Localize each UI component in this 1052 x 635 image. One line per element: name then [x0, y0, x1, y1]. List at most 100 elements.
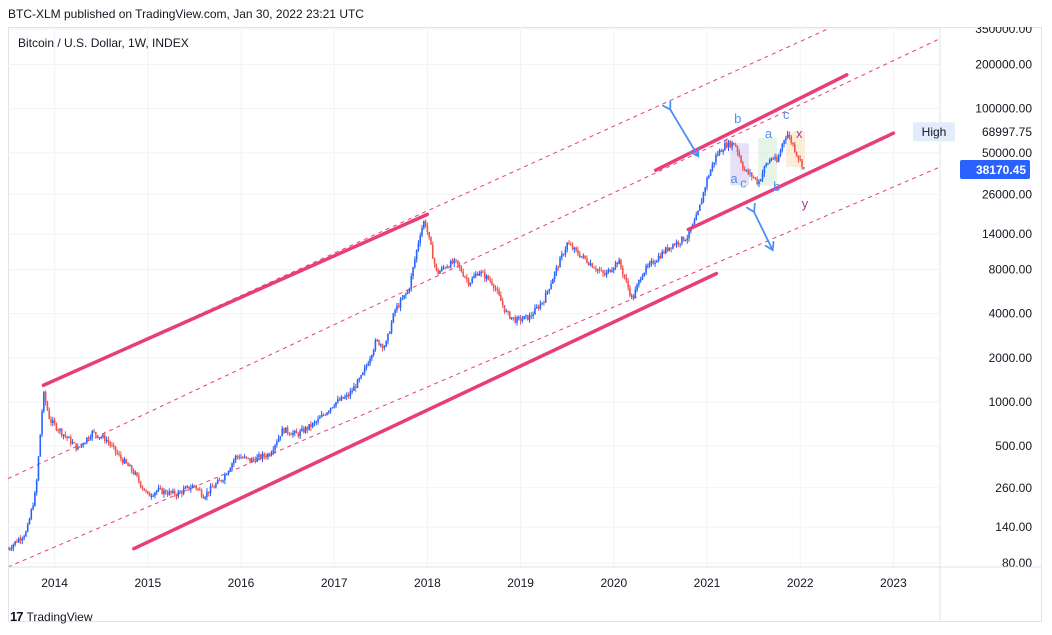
candle-body — [164, 490, 167, 494]
candle-body — [462, 272, 465, 277]
candle-body — [267, 454, 269, 458]
candle-body — [661, 251, 663, 259]
candle-body — [229, 468, 232, 471]
candle-body — [324, 414, 327, 416]
candle-body — [575, 247, 577, 251]
candle-body — [749, 172, 751, 174]
candle-body — [80, 444, 83, 447]
candle-body — [272, 449, 275, 453]
candle-body — [707, 175, 710, 178]
candle-body — [249, 458, 251, 462]
candle-body — [14, 541, 16, 545]
y-tick-label: 50000.00 — [982, 146, 1032, 160]
y-tick-label: 260.00 — [995, 481, 1032, 495]
candle-body — [148, 493, 151, 497]
candle-body — [682, 236, 685, 241]
candle-body — [759, 179, 762, 182]
candle-body — [457, 260, 459, 265]
candle-body — [713, 162, 715, 165]
candle-body — [154, 492, 156, 496]
candle-body — [34, 492, 36, 506]
candle-body — [500, 295, 502, 301]
candle-body — [568, 242, 570, 245]
candle-body — [613, 268, 615, 271]
candle-body — [794, 144, 796, 152]
candle-body — [39, 434, 42, 457]
candle-body — [369, 358, 371, 364]
candle-body — [179, 491, 181, 493]
candle-body — [388, 332, 391, 334]
candle-body — [492, 284, 495, 289]
candle-body — [559, 257, 561, 268]
candle-body — [569, 244, 572, 246]
candle-body — [578, 254, 581, 258]
candle-body — [727, 141, 730, 148]
candle-body — [747, 169, 750, 174]
last-price-label: 38170.45 — [976, 163, 1026, 177]
candle-body — [64, 434, 67, 437]
candle-body — [489, 279, 491, 282]
candle-body — [679, 243, 681, 245]
candle-body — [552, 279, 554, 284]
x-tick-label: 2023 — [880, 576, 907, 590]
candle-body — [600, 270, 603, 272]
candle-body — [709, 170, 712, 176]
candle-body — [396, 305, 398, 310]
candle-body — [177, 491, 180, 497]
candle-body — [550, 283, 552, 290]
candle-body — [347, 394, 350, 397]
candle-body — [700, 201, 703, 205]
candle-body — [474, 273, 477, 277]
x-tick-label: 2022 — [787, 576, 814, 590]
wave-label: a — [765, 126, 773, 141]
candle-body — [73, 442, 76, 444]
candle-body — [87, 437, 90, 439]
candle-body — [664, 247, 667, 254]
candle-body — [752, 176, 755, 178]
y-tick-label: 26000.00 — [982, 187, 1032, 201]
candle-body — [448, 266, 450, 268]
y-tick-label: 4000.00 — [989, 307, 1033, 321]
footer-brand[interactable]: 17 TradingView — [10, 609, 93, 624]
candle-body — [648, 262, 651, 266]
candle-body — [170, 491, 172, 493]
candle-body — [254, 459, 257, 462]
candle-body — [725, 143, 728, 148]
candle-body — [763, 166, 766, 174]
candle-body — [767, 163, 769, 165]
candle-body — [241, 457, 244, 459]
candle-body — [349, 391, 352, 397]
candle-body — [317, 418, 319, 422]
candle-body — [207, 491, 210, 494]
candle-body — [718, 150, 721, 155]
candle-body — [471, 278, 474, 284]
candle-body — [274, 445, 276, 450]
candle-body — [270, 452, 273, 456]
candle-body — [699, 204, 701, 211]
wave-box — [730, 143, 749, 186]
candle-body — [93, 431, 95, 433]
candle-body — [476, 273, 479, 276]
candle-body — [23, 536, 25, 539]
candle-body — [494, 288, 497, 290]
candle-body — [526, 315, 529, 321]
candle-body — [240, 457, 242, 459]
candle-body — [59, 429, 61, 431]
candle-body — [650, 260, 653, 263]
candle-body — [673, 244, 676, 246]
candle-body — [638, 280, 640, 285]
candle-body — [130, 465, 133, 471]
candle-body — [243, 456, 246, 458]
candle-body — [779, 150, 782, 156]
candle-body — [390, 322, 393, 333]
candle-body — [292, 432, 294, 436]
x-tick-label: 2018 — [414, 576, 441, 590]
candle-body — [677, 241, 680, 245]
range-arrow — [754, 211, 773, 249]
candle-body — [802, 167, 805, 169]
candle-body — [792, 142, 794, 145]
candle-body — [507, 311, 509, 313]
candle-body — [453, 259, 456, 264]
candle-body — [657, 255, 660, 261]
